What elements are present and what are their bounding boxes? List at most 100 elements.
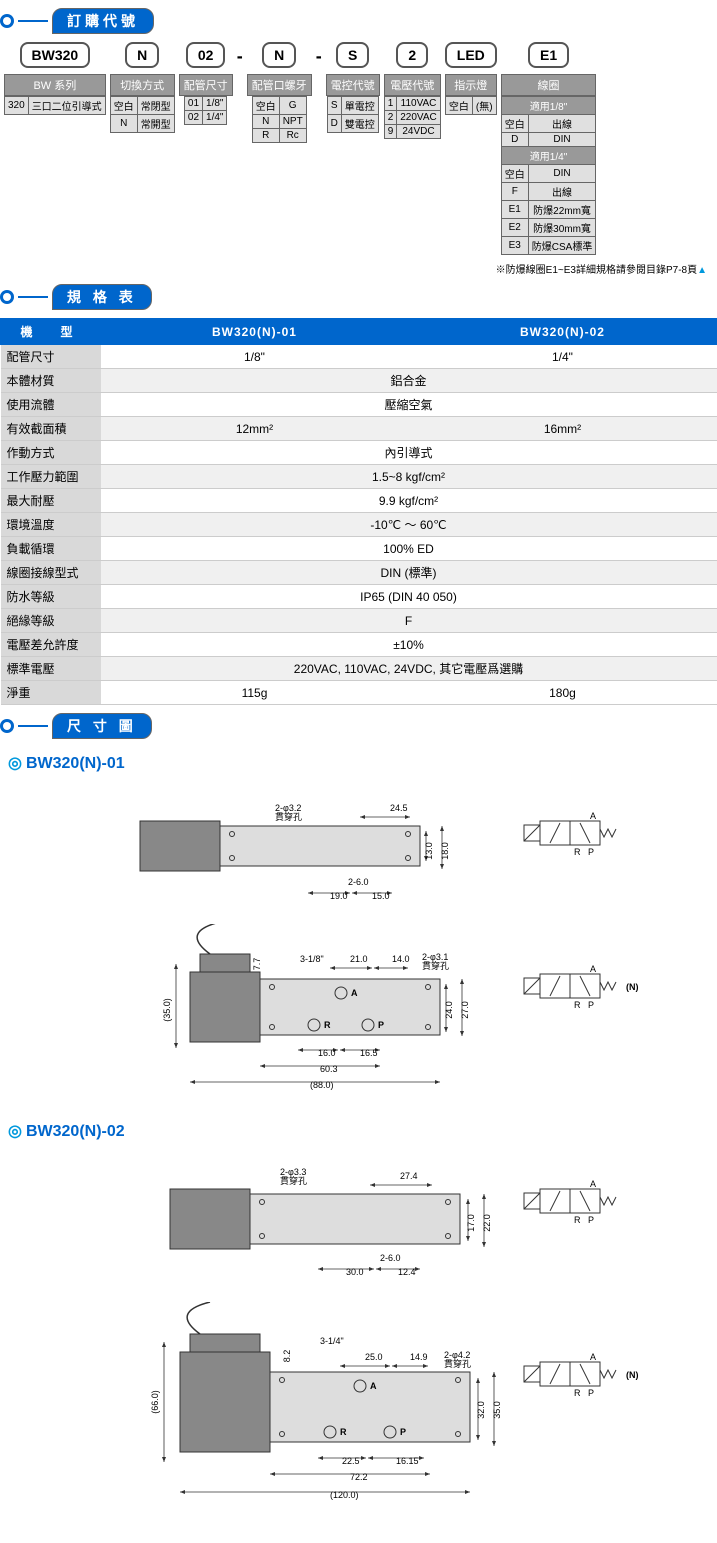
svg-text:P: P [588,1388,594,1398]
ordering-pill: BW320 [20,42,91,68]
svg-text:24.5: 24.5 [390,803,408,813]
ordering-label: BW 系列 [4,74,106,96]
svg-text:2-6.0: 2-6.0 [348,877,369,887]
ordering-option-table: 320三口二位引導式 [4,96,106,115]
ordering-pill: LED [445,42,497,68]
dimension-view: 2-φ3.3貫穿孔27.417.022.02-6.030.012.4ARP [0,1149,700,1299]
svg-text:R: R [574,1388,581,1398]
ordering-header: 訂購代號 [0,8,717,34]
dim-header: 尺 寸 圖 [0,713,717,739]
ordering-label: 電控代號 [326,74,380,96]
svg-text:A: A [590,1179,596,1189]
svg-text:19.0: 19.0 [330,891,348,901]
ordering-option-table: 1110VAC2220VAC924VDC [384,96,441,139]
svg-text:2-6.0: 2-6.0 [380,1253,401,1263]
svg-text:P: P [588,1215,594,1225]
svg-text:35.0: 35.0 [492,1401,502,1419]
ordering-option-table: 空白(無) [445,96,497,115]
svg-text:P: P [588,847,594,857]
ordering-label: 配管口螺牙 [247,74,312,96]
svg-text:24.0: 24.0 [444,1001,454,1019]
svg-text:8.2: 8.2 [282,1350,292,1363]
svg-text:32.0: 32.0 [476,1401,486,1419]
header-line [18,725,48,727]
spec-table: 機 型BW320(N)-01BW320(N)-02配管尺寸1/8"1/4"本體材… [0,318,717,705]
ordering-col: S電控代號S單電控D雙電控 [326,42,380,133]
header-line [18,20,48,22]
svg-text:R: R [574,847,581,857]
svg-text:21.0: 21.0 [350,954,368,964]
svg-text:12.4: 12.4 [398,1267,416,1277]
ordering-option-table: 011/8"021/4" [184,96,228,125]
ordering-code-row: BW320BW 系列320三口二位引導式N切換方式空白常閉型N常開型02配管尺寸… [0,42,717,255]
svg-text:P: P [378,1020,384,1030]
ordering-title: 訂購代號 [52,8,154,34]
ordering-col: LED 指示燈空白(無) [445,42,497,115]
ordering-option-table: 適用1/8"空白出線DDIN適用1/4"空白DINF出線E1防爆22mm寬E2防… [501,96,597,255]
dim-title: 尺 寸 圖 [52,713,152,739]
ordering-pill: 2 [396,42,428,68]
svg-text:16.5: 16.5 [360,1048,378,1058]
svg-text:27.4: 27.4 [400,1171,418,1181]
svg-text:22.5: 22.5 [342,1456,360,1466]
bullet-icon [0,14,14,28]
svg-text:(120.0): (120.0) [330,1490,359,1500]
dash: - [316,42,322,67]
svg-text:R: R [574,1000,581,1010]
svg-text:貫穿孔: 貫穿孔 [280,1175,307,1186]
dim-model-title: BW320(N)-02 [8,1121,709,1141]
dimension-view: ARP8.23-1/4"25.014.92-φ4.2貫穿孔32.035.022.… [0,1302,700,1512]
svg-text:60.3: 60.3 [320,1064,338,1074]
svg-text:(N): (N) [626,982,639,992]
spec-title: 規 格 表 [52,284,152,310]
ordering-label: 指示燈 [445,74,497,96]
svg-text:18.0: 18.0 [440,842,450,860]
dash: - [237,42,243,67]
dimension-drawings: BW320(N)-012-φ3.2貫穿孔24.513.018.02-6.019.… [0,753,717,1515]
ordering-option-table: S單電控D雙電控 [327,96,379,133]
svg-text:P: P [400,1427,406,1437]
svg-text:貫穿孔: 貫穿孔 [422,960,449,971]
dimension-view: ARP7.73-1/8"21.014.02-φ3.1貫穿孔24.027.016.… [0,924,700,1104]
svg-text:7.7: 7.7 [252,958,262,971]
svg-text:貫穿孔: 貫穿孔 [275,811,302,822]
svg-text:14.9: 14.9 [410,1352,428,1362]
svg-text:72.2: 72.2 [350,1472,368,1482]
svg-text:R: R [340,1427,347,1437]
ordering-label: 線圈 [501,74,597,96]
ordering-pill: N [125,42,159,68]
svg-text:(35.0): (35.0) [162,998,172,1022]
ordering-col: 02配管尺寸011/8"021/4" [179,42,233,125]
svg-text:A: A [351,988,358,998]
svg-text:A: A [590,964,596,974]
svg-text:R: R [574,1215,581,1225]
svg-text:16.15: 16.15 [396,1456,419,1466]
ordering-col: E1線圈適用1/8"空白出線DDIN適用1/4"空白DINF出線E1防爆22mm… [501,42,597,255]
ordering-pill: N [262,42,296,68]
svg-text:3-1/8": 3-1/8" [300,954,324,964]
ordering-option-table: 空白GNNPTRRc [252,96,307,143]
bullet-icon [0,290,14,304]
svg-text:貫穿孔: 貫穿孔 [444,1358,471,1369]
ordering-col: BW320 BW 系列320三口二位引導式 [4,42,106,115]
svg-text:30.0: 30.0 [346,1267,364,1277]
header-line [18,296,48,298]
ordering-label: 切換方式 [110,74,175,96]
dimension-view: 2-φ3.2貫穿孔24.513.018.02-6.019.015.0ARP [0,781,700,921]
ordering-label: 電壓代號 [384,74,441,96]
svg-text:(66.0): (66.0) [150,1390,160,1414]
svg-text:P: P [588,1000,594,1010]
ordering-label: 配管尺寸 [179,74,233,96]
svg-text:16.0: 16.0 [318,1048,336,1058]
svg-text:A: A [370,1381,377,1391]
svg-text:13.0: 13.0 [424,842,434,860]
svg-text:A: A [590,811,596,821]
dim-model-title: BW320(N)-01 [8,753,709,773]
svg-text:3-1/4": 3-1/4" [320,1336,344,1346]
bullet-icon [0,719,14,733]
ordering-col: 2 電壓代號1110VAC2220VAC924VDC [384,42,441,139]
svg-text:22.0: 22.0 [482,1214,492,1232]
ordering-col: N 配管口螺牙空白GNNPTRRc [247,42,312,143]
svg-text:27.0: 27.0 [460,1001,470,1019]
svg-text:14.0: 14.0 [392,954,410,964]
